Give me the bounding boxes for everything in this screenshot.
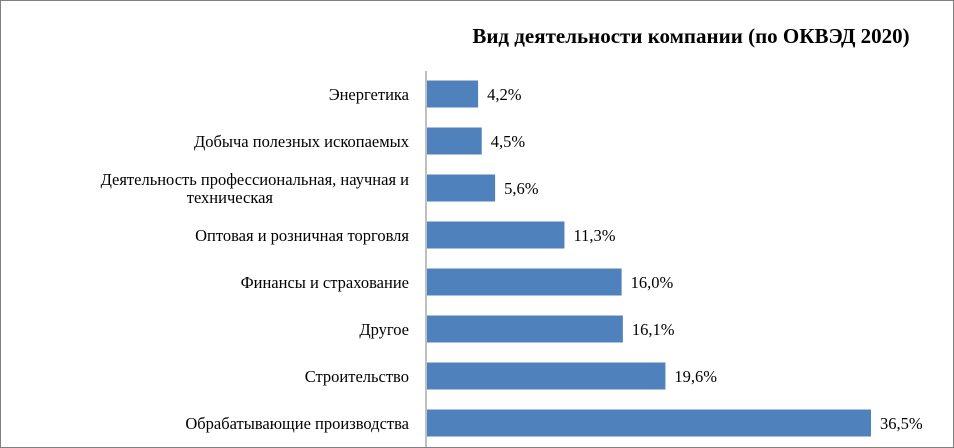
bar — [427, 315, 623, 343]
bar — [427, 409, 871, 437]
category-label-line: Другое — [359, 320, 409, 339]
category-label-line: Строительство — [305, 367, 409, 386]
data-label: 4,2% — [487, 85, 522, 104]
category-label-line: Оптовая и розничная торговля — [195, 226, 409, 245]
category-label: Оптовая и розничная торговля — [195, 226, 409, 245]
bar — [427, 127, 482, 155]
category-label: Энергетика — [329, 85, 410, 104]
chart-title: Вид деятельности компании (по ОКВЭД 2020… — [472, 24, 909, 48]
data-label: 11,3% — [573, 226, 615, 245]
category-label: Строительство — [305, 367, 409, 386]
data-label: 19,6% — [674, 367, 717, 386]
data-label: 5,6% — [504, 179, 539, 198]
category-label-line: техническая — [187, 188, 274, 207]
category-label-line: Финансы и страхование — [241, 273, 409, 292]
bar — [427, 221, 565, 249]
category-label: Деятельность профессиональная, научная и… — [101, 170, 410, 207]
bars-layer — [427, 80, 871, 437]
category-label: Финансы и страхование — [241, 273, 409, 292]
bar — [427, 268, 622, 296]
data-label: 16,1% — [632, 320, 675, 339]
bar — [427, 362, 666, 390]
data-label: 16,0% — [631, 273, 674, 292]
category-label-line: Деятельность профессиональная, научная и — [101, 170, 410, 189]
bar — [427, 174, 496, 202]
data-label: 36,5% — [880, 414, 923, 433]
labels-layer: 4,2% Энергетика 4,5% Добыча полезных ископа… — [101, 85, 923, 433]
data-label: 4,5% — [491, 132, 526, 151]
bar — [427, 80, 479, 108]
category-label: Добыча полезных ископаемых — [194, 132, 410, 151]
category-label: Обрабатывающие производства — [185, 414, 409, 433]
category-label-line: Энергетика — [329, 85, 410, 104]
category-label-line: Добыча полезных ископаемых — [194, 132, 410, 151]
category-label: Другое — [359, 320, 409, 339]
category-label-line: Обрабатывающие производства — [185, 414, 409, 433]
